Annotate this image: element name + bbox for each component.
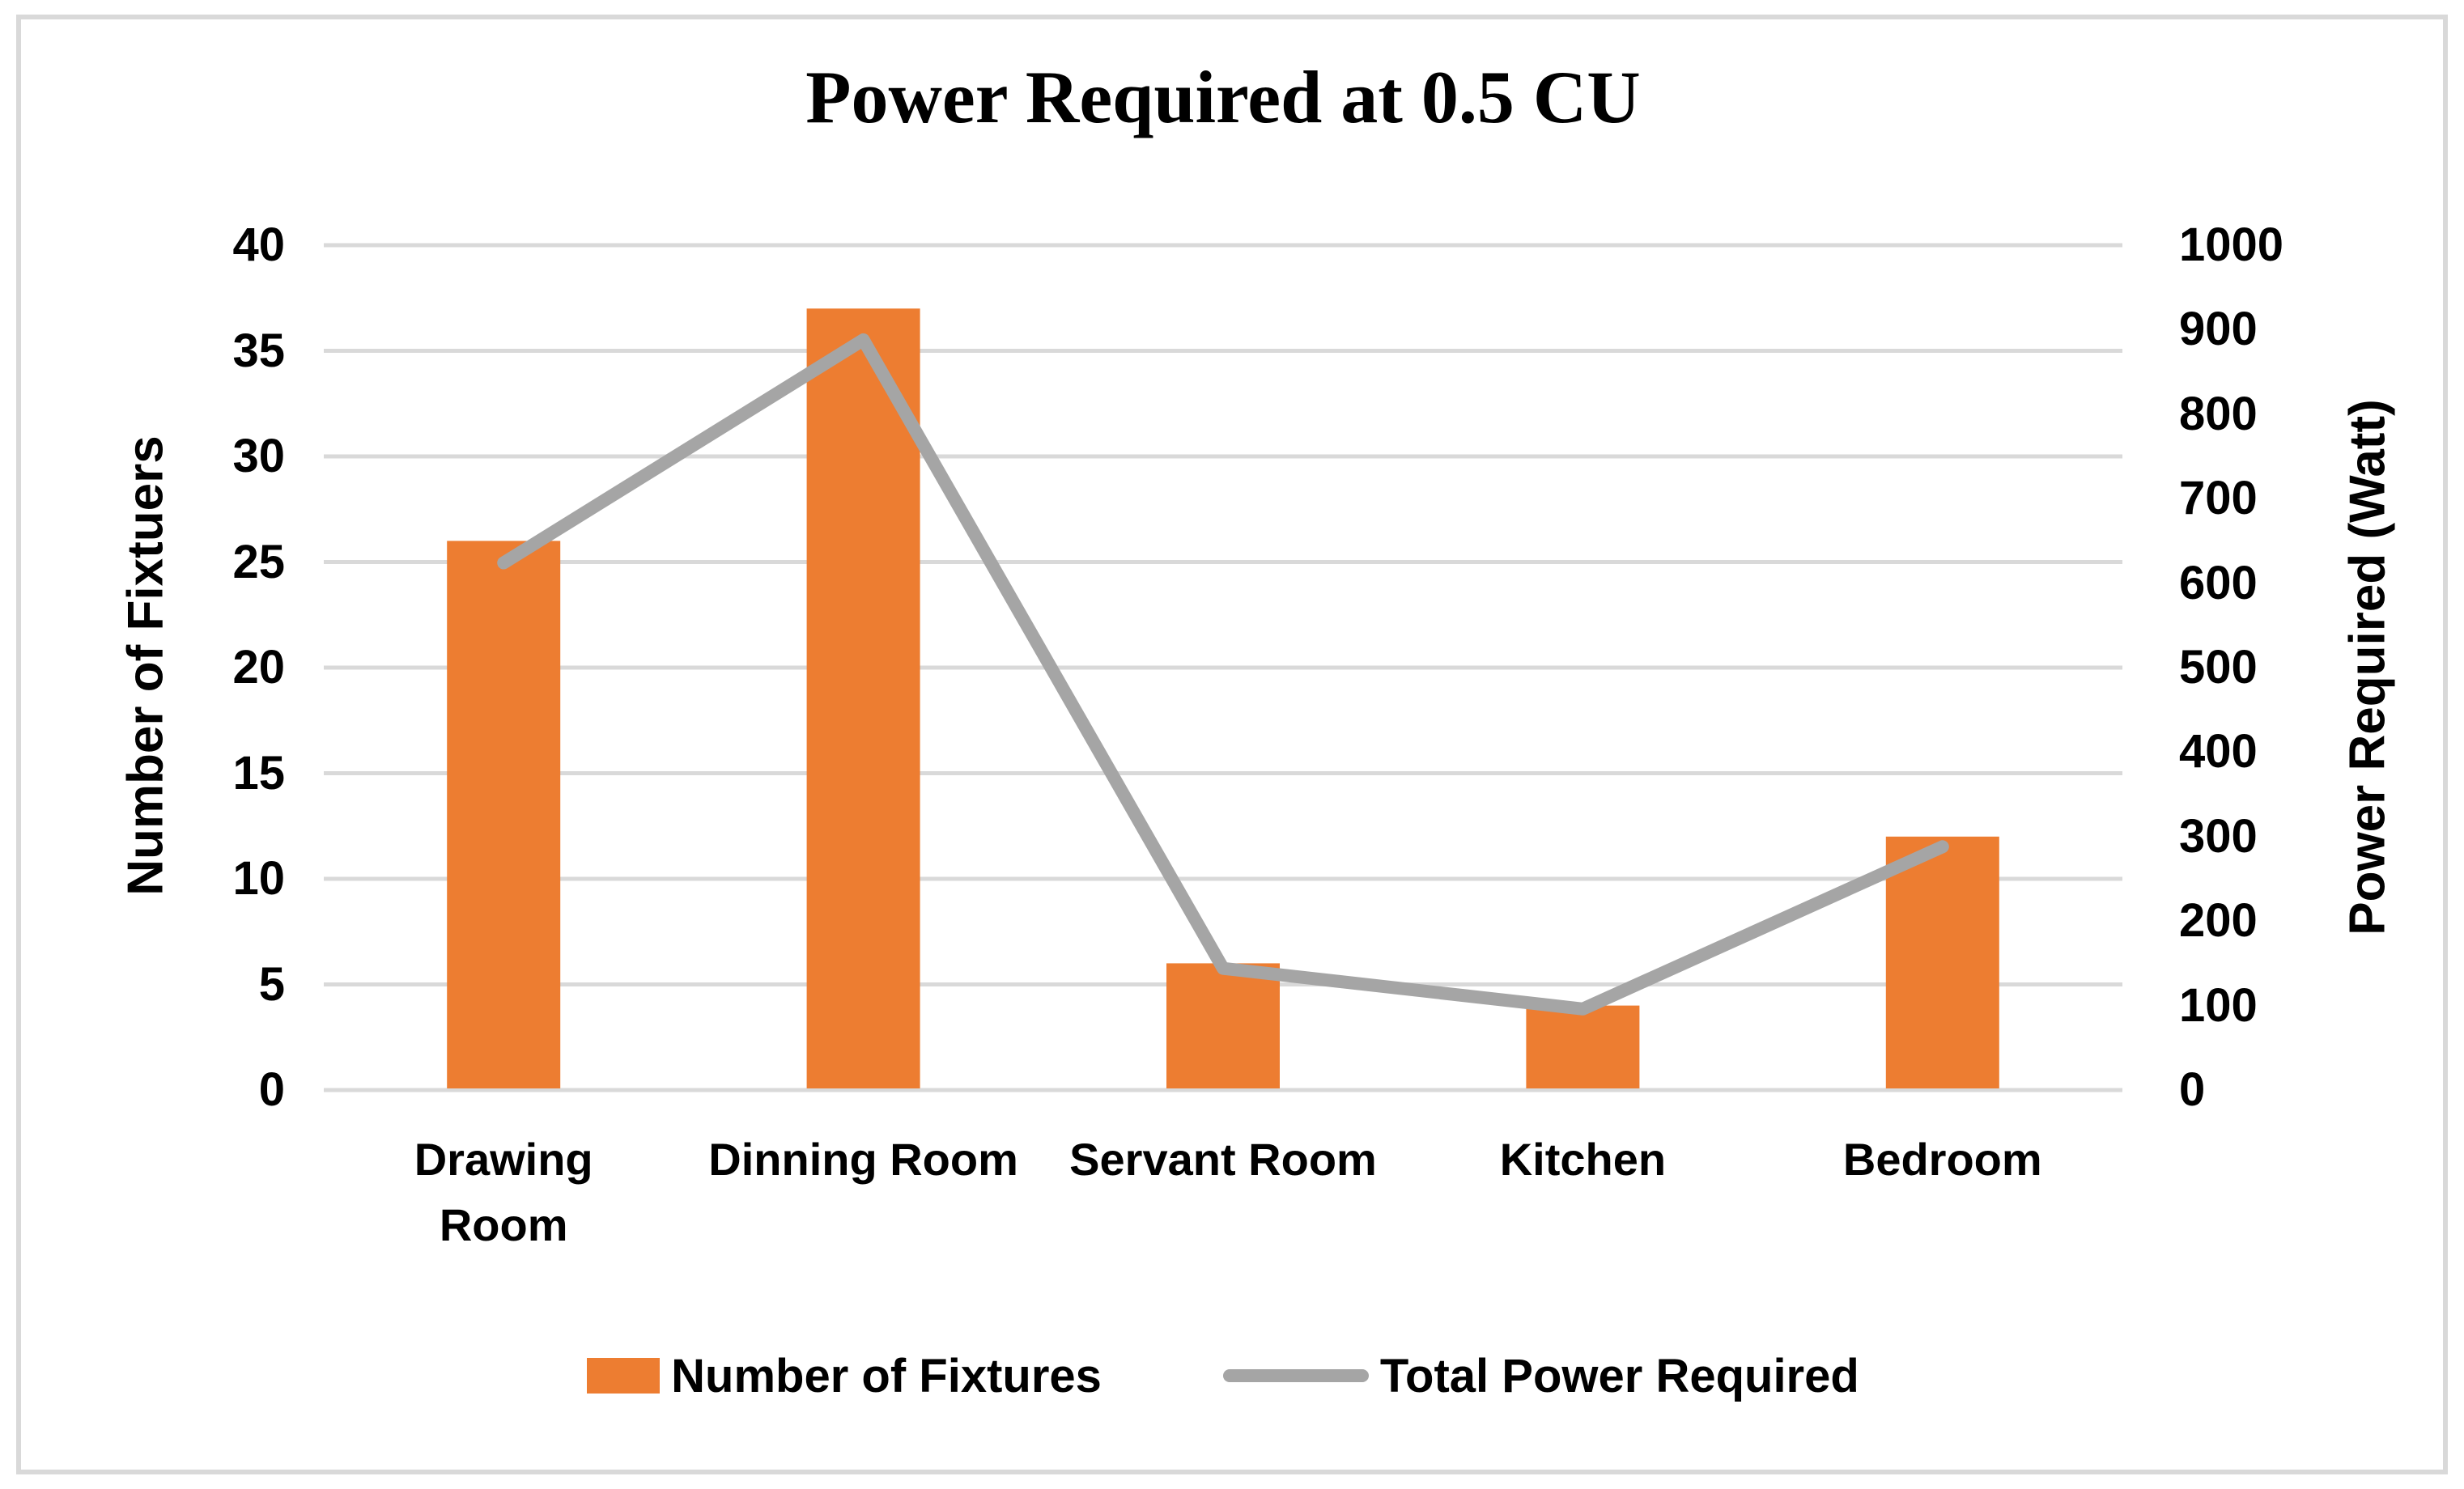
gridline: [324, 876, 2122, 881]
right-axis-tick: 1000: [2179, 218, 2284, 271]
legend-item-power: Total Power Required: [1222, 1349, 1859, 1403]
right-axis-tick: 500: [2179, 641, 2258, 694]
gridline: [324, 349, 2122, 353]
right-axis-tick: 400: [2179, 725, 2258, 778]
category-label-dinning-room: Dinning Room: [708, 1134, 1018, 1185]
left-axis-tick: 35: [232, 324, 285, 377]
chart-frame: [16, 15, 2448, 1474]
legend-label-fixtures: Number of Fixtures: [671, 1349, 1102, 1402]
gridline: [324, 665, 2122, 670]
gridline: [324, 560, 2122, 564]
left-axis-tick: 5: [258, 957, 285, 1011]
right-axis-tick: 700: [2179, 472, 2258, 525]
gridline: [324, 771, 2122, 775]
bar-servant-room: [1166, 963, 1280, 1088]
right-axis-tick: 100: [2179, 978, 2258, 1032]
right-axis-tick: 900: [2179, 303, 2258, 356]
legend-label-power: Total Power Required: [1379, 1349, 1859, 1402]
left-axis-tick: 15: [232, 746, 285, 800]
category-label-drawing-room: Drawing Room: [414, 1134, 593, 1251]
bar-drawing-room: [447, 541, 561, 1088]
category-label-servant-room: Servant Room: [1069, 1134, 1377, 1185]
category-label-bedroom: Bedroom: [1842, 1134, 2042, 1185]
left-axis-tick: 25: [232, 535, 285, 588]
gridline: [324, 1088, 2122, 1092]
left-axis-tick: 40: [232, 218, 285, 271]
left-axis-tick: 10: [232, 852, 285, 905]
total-power-line: [497, 333, 1949, 1016]
chart-title: Power Required at 0.5 CU: [805, 56, 1641, 138]
left-axis-tick: 20: [232, 641, 285, 694]
left-axis-title: Number of Fixtuers: [117, 435, 174, 896]
legend-item-fixtures: Number of Fixtures: [587, 1349, 1102, 1403]
bar-series-swatch-icon: [587, 1358, 661, 1394]
left-axis-tick: 30: [232, 430, 285, 482]
right-axis-tick: 0: [2179, 1063, 2206, 1116]
legend: Number of Fixtures Total Power Required: [324, 1339, 2122, 1412]
bar-dinning-room: [806, 308, 920, 1088]
category-label-kitchen: Kitchen: [1499, 1134, 1667, 1185]
right-axis-tick: 800: [2179, 387, 2258, 440]
right-axis-title: Power Required (Watt): [2339, 399, 2396, 935]
bar-bedroom: [1885, 836, 1999, 1088]
bar-kitchen: [1526, 1005, 1640, 1088]
right-axis-tick: 600: [2179, 556, 2258, 609]
left-axis-tick: 0: [258, 1063, 285, 1116]
right-axis-tick: 300: [2179, 809, 2258, 863]
right-axis-tick: 200: [2179, 894, 2258, 948]
gridline: [324, 243, 2122, 248]
line-series-swatch-icon: [1222, 1369, 1369, 1382]
gridline: [324, 454, 2122, 459]
